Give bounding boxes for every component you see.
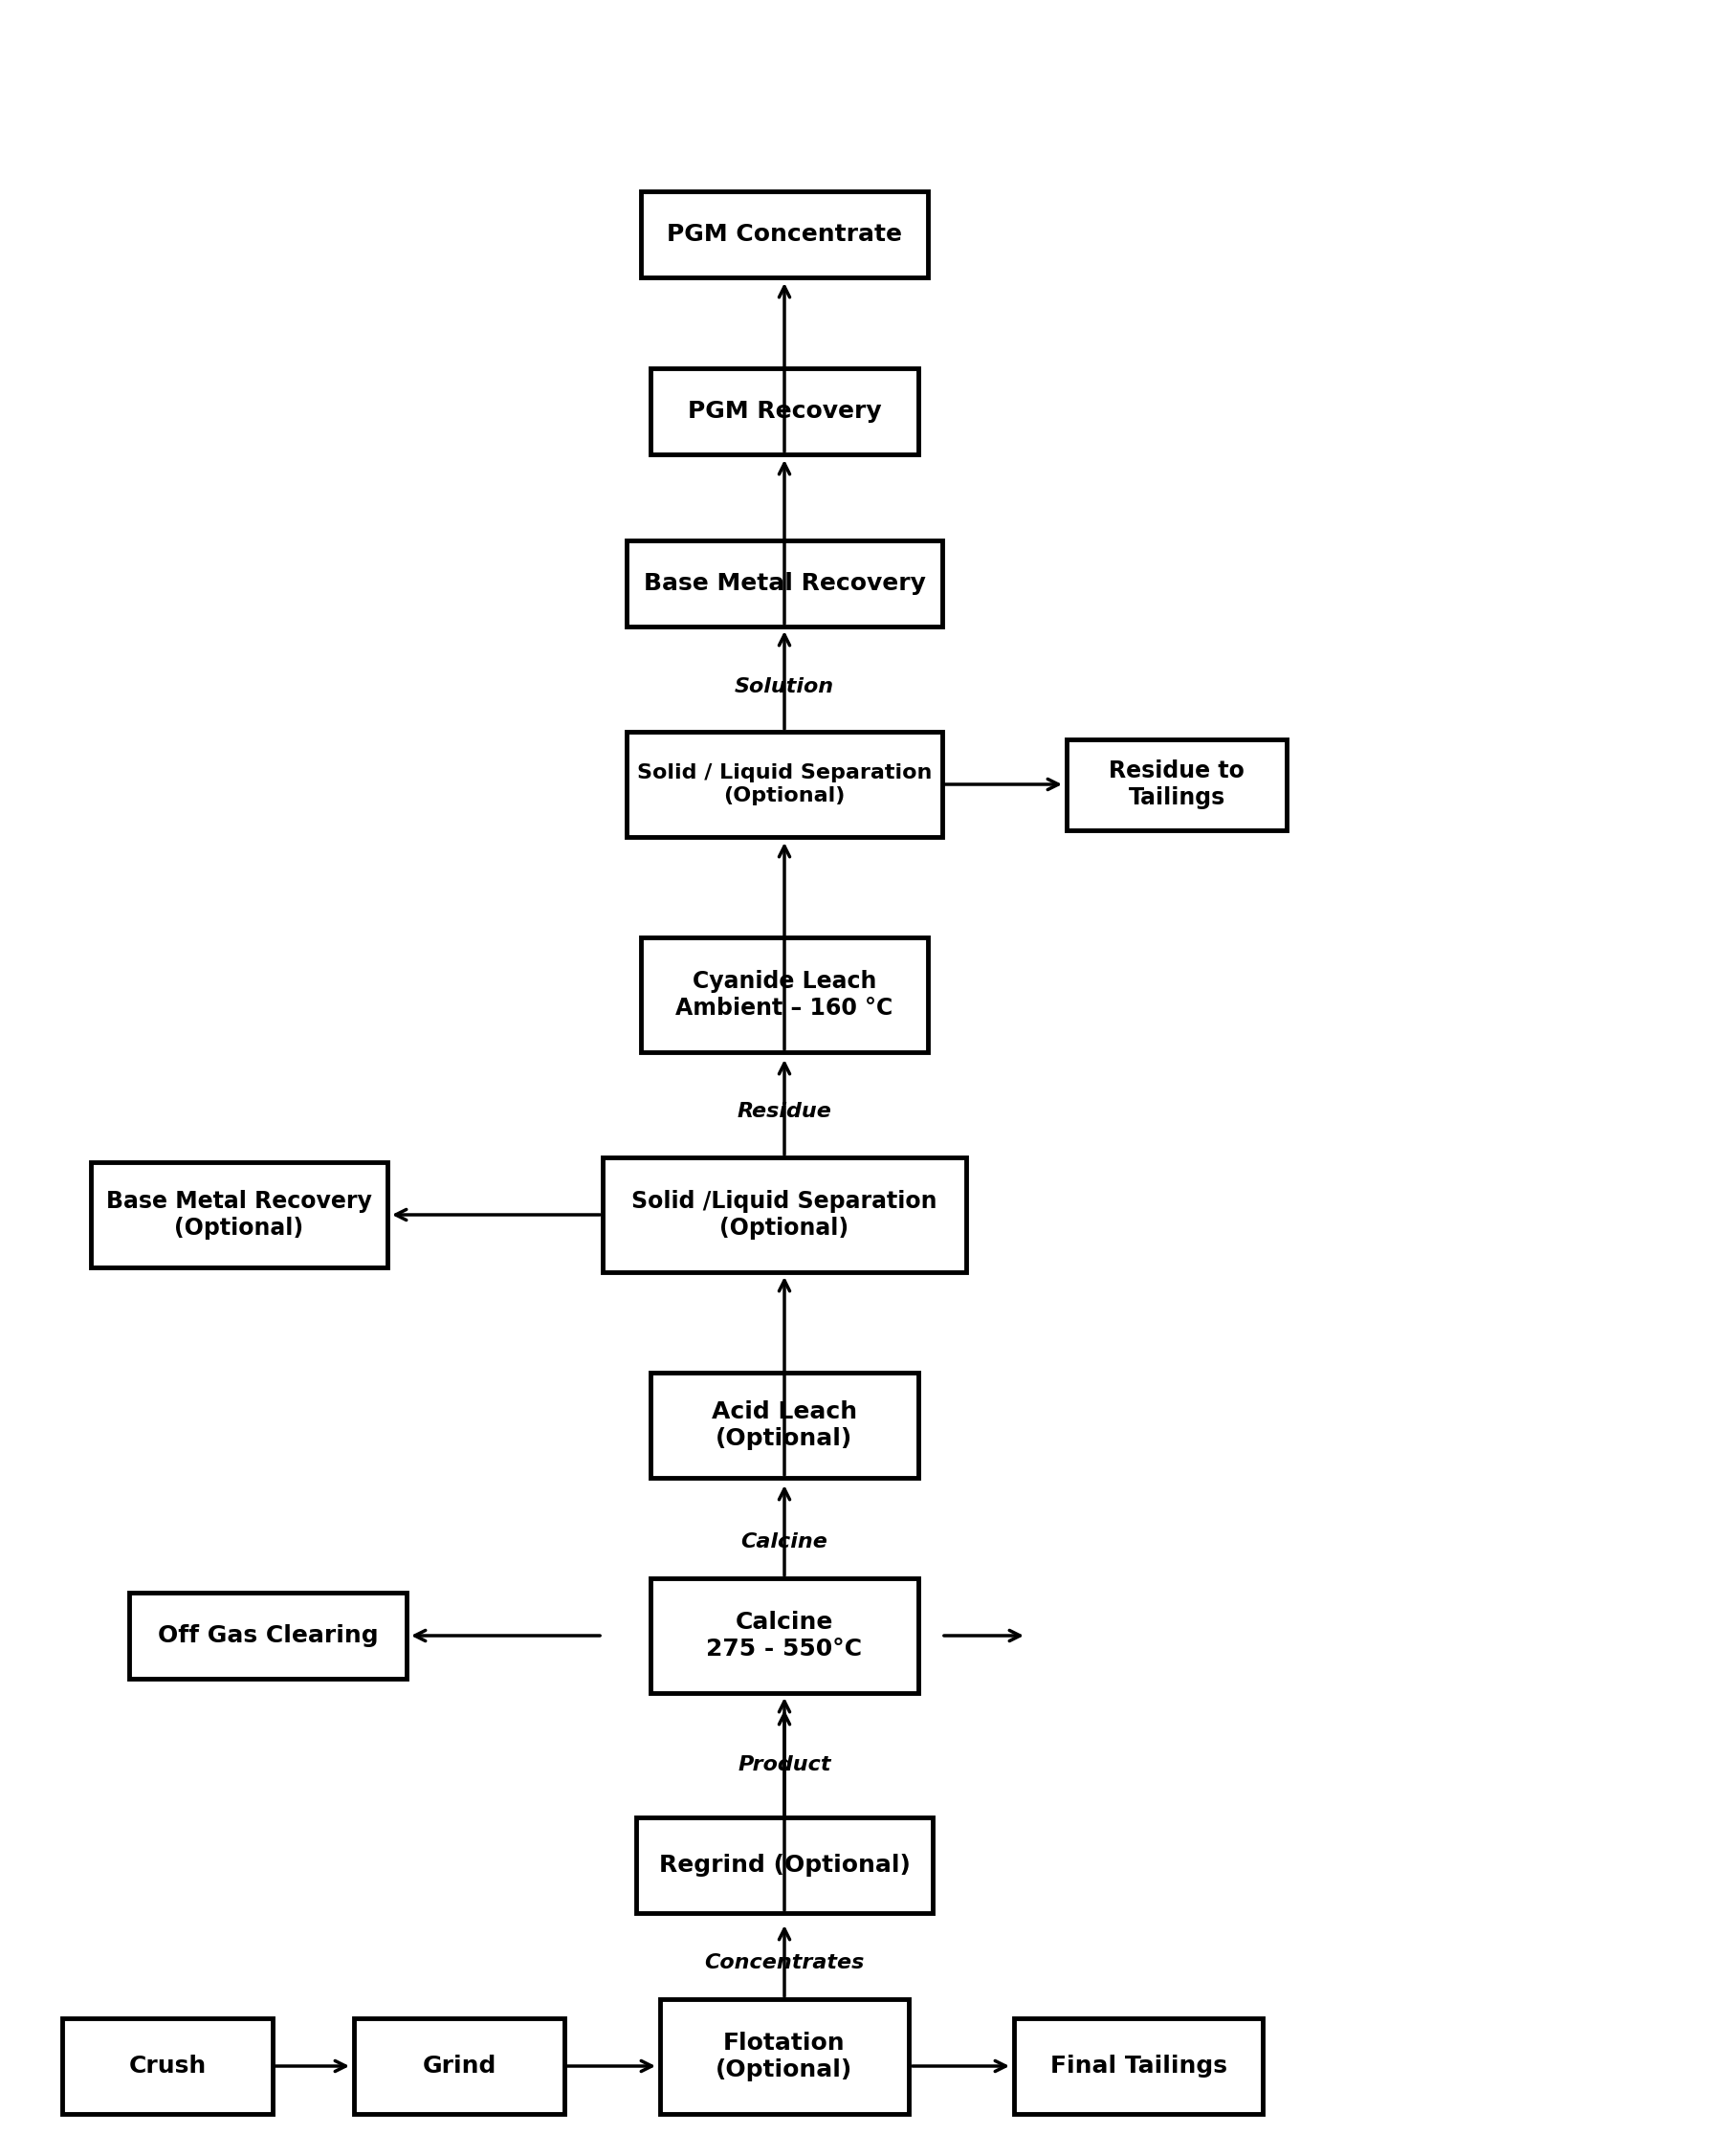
Text: Solution: Solution [734,677,834,696]
Text: Solid / Liquid Separation
(Optional): Solid / Liquid Separation (Optional) [638,763,932,804]
Bar [129,1593,407,1680]
Bar [636,1818,933,1912]
Text: Calcine: Calcine [741,1533,829,1552]
Text: Acid Leach
(Optional): Acid Leach (Optional) [712,1401,858,1451]
Text: PGM Recovery: PGM Recovery [688,399,882,423]
Bar [650,369,918,455]
Text: Final Tailings: Final Tailings [1050,2055,1227,2078]
Bar [1066,740,1286,830]
Text: Base Metal Recovery: Base Metal Recovery [643,571,925,595]
Text: Flotation
(Optional): Flotation (Optional) [715,2031,853,2081]
Text: Grind: Grind [423,2055,497,2078]
Text: Concentrates: Concentrates [705,1953,865,1973]
Bar [91,1162,387,1268]
Bar [62,2018,273,2113]
Text: Product: Product [737,1755,830,1774]
Bar [603,1158,966,1272]
Text: Regrind (Optional): Regrind (Optional) [658,1854,909,1876]
Text: Cyanide Leach
Ambient – 160 °C: Cyanide Leach Ambient – 160 °C [676,970,894,1020]
Bar [660,1999,909,2113]
Text: Residue: Residue [737,1102,832,1121]
Bar [650,1373,918,1477]
Text: PGM Concentrate: PGM Concentrate [667,222,902,246]
Text: Off Gas Clearing: Off Gas Clearing [158,1623,378,1647]
Bar [641,192,928,278]
Bar [1014,2018,1263,2113]
Bar [626,541,942,627]
Text: Calcine
275 - 550°C: Calcine 275 - 550°C [707,1611,863,1660]
Text: Solid /Liquid Separation
(Optional): Solid /Liquid Separation (Optional) [631,1190,937,1240]
Text: Crush: Crush [129,2055,206,2078]
Bar [354,2018,564,2113]
Bar [650,1578,918,1692]
Text: Base Metal Recovery
(Optional): Base Metal Recovery (Optional) [107,1190,371,1240]
Bar [641,938,928,1052]
Text: Residue to
Tailings: Residue to Tailings [1109,759,1245,808]
Bar [626,731,942,837]
